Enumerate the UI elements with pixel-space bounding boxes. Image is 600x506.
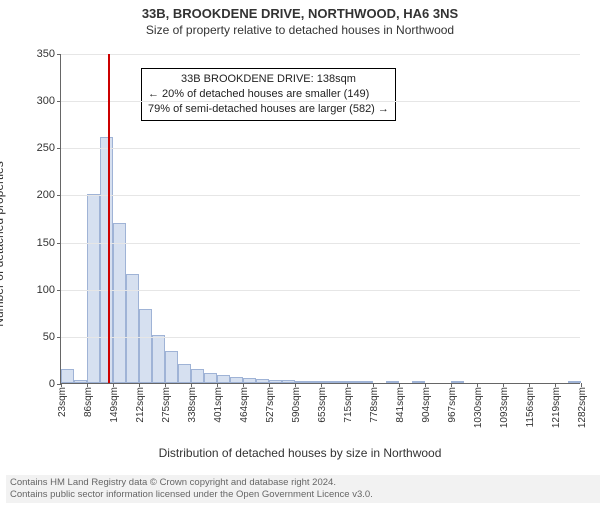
- info-box: 33B BROOKDENE DRIVE: 138sqm← 20% of deta…: [141, 68, 396, 121]
- histogram-bar: [256, 379, 269, 383]
- ytick-label: 100: [37, 284, 55, 296]
- xtick-label: 715sqm: [343, 387, 354, 423]
- chart-title-sub: Size of property relative to detached ho…: [0, 23, 600, 37]
- gridline: [61, 101, 580, 102]
- histogram-bar: [113, 223, 126, 383]
- histogram-bar: [295, 381, 308, 383]
- x-axis-label: Distribution of detached houses by size …: [0, 446, 600, 460]
- ytick-mark: [57, 101, 61, 102]
- xtick-label: 23sqm: [57, 387, 68, 417]
- xtick-label: 338sqm: [187, 387, 198, 423]
- histogram-bar: [412, 381, 425, 383]
- ytick-mark: [57, 337, 61, 338]
- ytick-mark: [57, 243, 61, 244]
- ytick-mark: [57, 54, 61, 55]
- chart-title-main: 33B, BROOKDENE DRIVE, NORTHWOOD, HA6 3NS: [0, 6, 600, 21]
- histogram-bar: [308, 381, 321, 383]
- ytick-label: 50: [43, 331, 55, 343]
- histogram-bar: [139, 309, 152, 383]
- histogram-bar: [347, 381, 360, 383]
- histogram-bar: [191, 369, 204, 383]
- xtick-label: 149sqm: [109, 387, 120, 423]
- histogram-bar: [230, 377, 243, 383]
- histogram-bar: [243, 378, 256, 383]
- info-box-line: 33B BROOKDENE DRIVE: 138sqm: [148, 72, 389, 87]
- xtick-label: 778sqm: [369, 387, 380, 423]
- ytick-mark: [57, 290, 61, 291]
- ytick-mark: [57, 195, 61, 196]
- xtick-label: 904sqm: [421, 387, 432, 423]
- xtick-label: 86sqm: [83, 387, 94, 417]
- gridline: [61, 243, 580, 244]
- gridline: [61, 54, 580, 55]
- info-box-line: ← 20% of detached houses are smaller (14…: [148, 87, 389, 102]
- histogram-bar: [269, 380, 282, 383]
- chart-container: Number of detached properties 33B BROOKD…: [0, 44, 600, 464]
- footer-line-1: Contains HM Land Registry data © Crown c…: [10, 477, 598, 489]
- histogram-bar: [568, 381, 581, 383]
- ytick-label: 150: [37, 237, 55, 249]
- xtick-label: 590sqm: [291, 387, 302, 423]
- xtick-label: 401sqm: [213, 387, 224, 423]
- xtick-label: 1030sqm: [473, 387, 484, 428]
- histogram-bar: [321, 381, 334, 383]
- histogram-bar: [100, 137, 113, 383]
- xtick-label: 1219sqm: [551, 387, 562, 428]
- ytick-label: 250: [37, 142, 55, 154]
- histogram-bar: [386, 381, 399, 383]
- gridline: [61, 337, 580, 338]
- xtick-label: 841sqm: [395, 387, 406, 423]
- histogram-bar: [334, 381, 347, 383]
- property-marker-line: [108, 54, 110, 383]
- xtick-label: 527sqm: [265, 387, 276, 423]
- histogram-bar: [178, 364, 191, 383]
- histogram-bar: [451, 381, 464, 383]
- plot-area: 33B BROOKDENE DRIVE: 138sqm← 20% of deta…: [60, 54, 580, 384]
- histogram-bar: [152, 335, 165, 383]
- histogram-bar: [165, 351, 178, 383]
- xtick-label: 1282sqm: [577, 387, 588, 428]
- ytick-label: 0: [49, 378, 55, 390]
- histogram-bar: [282, 380, 295, 383]
- ytick-mark: [57, 148, 61, 149]
- xtick-label: 464sqm: [239, 387, 250, 423]
- footer-attribution: Contains HM Land Registry data © Crown c…: [6, 475, 600, 503]
- gridline: [61, 148, 580, 149]
- ytick-label: 300: [37, 95, 55, 107]
- histogram-bar: [360, 381, 373, 383]
- xtick-label: 1093sqm: [499, 387, 510, 428]
- xtick-label: 967sqm: [447, 387, 458, 423]
- footer-line-2: Contains public sector information licen…: [10, 489, 598, 501]
- info-box-line: 79% of semi-detached houses are larger (…: [148, 102, 389, 117]
- gridline: [61, 195, 580, 196]
- ytick-label: 350: [37, 48, 55, 60]
- ytick-label: 200: [37, 189, 55, 201]
- histogram-bar: [74, 380, 87, 383]
- histogram-bar: [61, 369, 74, 383]
- xtick-label: 1156sqm: [525, 387, 536, 427]
- gridline: [61, 290, 580, 291]
- histogram-bar: [217, 375, 230, 383]
- xtick-label: 212sqm: [135, 387, 146, 423]
- xtick-label: 275sqm: [161, 387, 172, 423]
- xtick-label: 653sqm: [317, 387, 328, 423]
- histogram-bar: [204, 373, 217, 383]
